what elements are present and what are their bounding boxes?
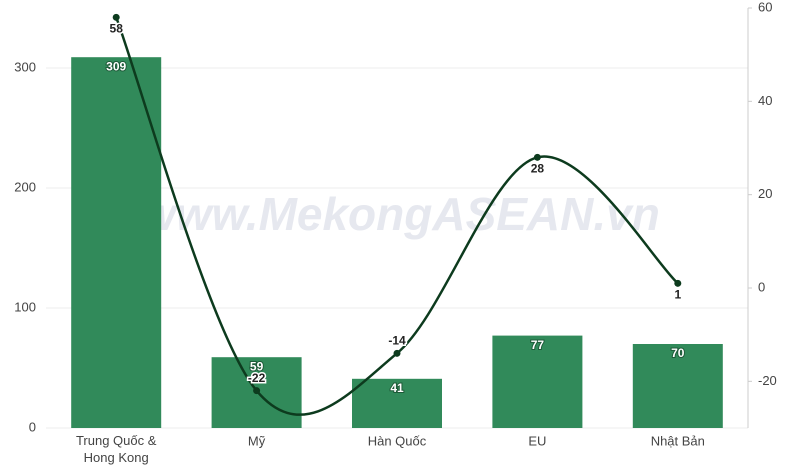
line-point <box>112 13 120 21</box>
line-point <box>393 349 401 357</box>
x-tick-label: Hàn Quốc <box>368 433 427 448</box>
line-point <box>674 279 682 287</box>
line-point <box>253 387 261 395</box>
y2-tick-label: 0 <box>758 279 765 294</box>
line <box>115 16 679 416</box>
line-point <box>533 153 541 161</box>
line-label: 28 <box>531 162 545 176</box>
x-tick-label: EU <box>528 433 546 448</box>
bar <box>352 378 442 428</box>
line-label: 58 <box>110 22 124 36</box>
y2-tick-label: 60 <box>758 0 772 14</box>
bar <box>492 335 583 428</box>
y-tick-label: 300 <box>14 59 36 74</box>
bar-label: 70 <box>671 346 685 360</box>
y2-tick-label: 40 <box>758 93 772 108</box>
watermark: www.MekongASEAN.vn <box>140 188 660 240</box>
x-tick-label: Trung Quốc & Hong Kong <box>76 433 157 465</box>
bar-label: 59 <box>250 359 264 373</box>
bar <box>71 57 162 428</box>
y2-tick-label: -20 <box>758 373 777 388</box>
y-tick-label: 100 <box>14 299 36 314</box>
line-label: -14 <box>388 334 406 348</box>
bar-label: 41 <box>390 381 404 395</box>
bar-label: 309 <box>106 59 126 73</box>
line-label: 1 <box>674 288 681 302</box>
x-tick-label: Nhật Bản <box>651 433 705 448</box>
y2-tick-label: 20 <box>758 186 772 201</box>
line-label: -22 <box>248 371 266 385</box>
bar <box>632 344 723 428</box>
y-tick-label: 200 <box>14 179 36 194</box>
y-tick-label: 0 <box>29 419 36 434</box>
x-tick-label: Mỹ <box>248 433 266 448</box>
bar-label: 77 <box>531 338 545 352</box>
